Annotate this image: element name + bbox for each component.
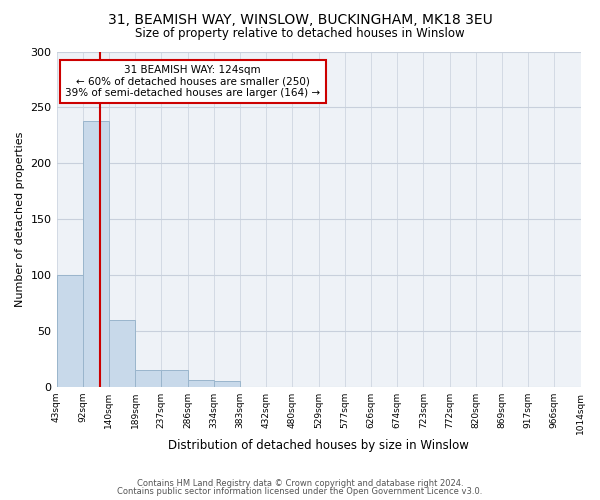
Bar <box>161 370 188 387</box>
Y-axis label: Number of detached properties: Number of detached properties <box>15 132 25 307</box>
X-axis label: Distribution of detached houses by size in Winslow: Distribution of detached houses by size … <box>168 440 469 452</box>
Text: 31, BEAMISH WAY, WINSLOW, BUCKINGHAM, MK18 3EU: 31, BEAMISH WAY, WINSLOW, BUCKINGHAM, MK… <box>107 12 493 26</box>
Text: Contains HM Land Registry data © Crown copyright and database right 2024.: Contains HM Land Registry data © Crown c… <box>137 478 463 488</box>
Bar <box>109 320 135 387</box>
Bar <box>83 121 109 387</box>
Bar <box>188 380 214 387</box>
Text: Size of property relative to detached houses in Winslow: Size of property relative to detached ho… <box>135 28 465 40</box>
Bar <box>56 275 83 387</box>
Text: Contains public sector information licensed under the Open Government Licence v3: Contains public sector information licen… <box>118 488 482 496</box>
Text: 31 BEAMISH WAY: 124sqm
← 60% of detached houses are smaller (250)
39% of semi-de: 31 BEAMISH WAY: 124sqm ← 60% of detached… <box>65 65 320 98</box>
Bar <box>135 370 161 387</box>
Bar <box>214 382 240 387</box>
